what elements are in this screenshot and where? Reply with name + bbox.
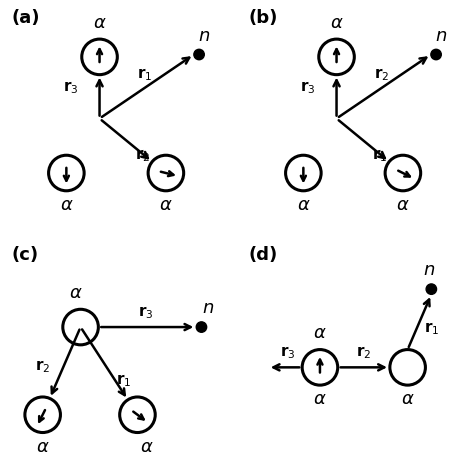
Text: $n$: $n$ [423,261,435,279]
Text: $\alpha$: $\alpha$ [396,196,410,214]
Text: $\mathbf{r}_{1}$: $\mathbf{r}_{1}$ [137,66,152,83]
Circle shape [196,322,207,332]
Text: $\mathbf{r}_{1}$: $\mathbf{r}_{1}$ [372,147,387,164]
Text: $n$: $n$ [198,27,210,45]
Text: $\mathbf{r}_{3}$: $\mathbf{r}_{3}$ [138,304,154,321]
Text: $\mathbf{r}_{3}$: $\mathbf{r}_{3}$ [64,79,79,96]
Text: $\mathbf{r}_{2}$: $\mathbf{r}_{2}$ [135,147,150,164]
Text: (c): (c) [12,246,39,264]
Text: $\alpha$: $\alpha$ [159,196,173,214]
Text: $\alpha$: $\alpha$ [60,196,73,214]
Text: $\mathbf{r}_{1}$: $\mathbf{r}_{1}$ [116,372,131,389]
Text: $\mathbf{r}_{2}$: $\mathbf{r}_{2}$ [35,358,50,374]
Text: $\mathbf{r}_{1}$: $\mathbf{r}_{1}$ [424,320,439,337]
Text: $n$: $n$ [435,27,447,45]
Text: $n$: $n$ [202,299,215,317]
Text: $\alpha$: $\alpha$ [401,391,414,408]
Text: (d): (d) [249,246,278,264]
Text: $\alpha$: $\alpha$ [69,284,82,301]
Text: $\alpha$: $\alpha$ [330,14,343,31]
Circle shape [426,284,437,294]
Text: $\mathbf{r}_{3}$: $\mathbf{r}_{3}$ [280,345,296,362]
Circle shape [194,49,204,60]
Text: $\alpha$: $\alpha$ [313,391,327,408]
Text: $\mathbf{r}_{3}$: $\mathbf{r}_{3}$ [301,79,316,96]
Text: $\alpha$: $\alpha$ [313,324,327,342]
Text: $\alpha$: $\alpha$ [140,438,154,456]
Text: $\mathbf{r}_{2}$: $\mathbf{r}_{2}$ [356,345,372,362]
Text: (b): (b) [249,9,278,27]
Text: (a): (a) [12,9,40,27]
Text: $\alpha$: $\alpha$ [36,438,49,456]
Text: $\alpha$: $\alpha$ [297,196,310,214]
Text: $\alpha$: $\alpha$ [93,14,106,31]
Circle shape [431,49,441,60]
Text: $\mathbf{r}_{2}$: $\mathbf{r}_{2}$ [374,66,389,83]
